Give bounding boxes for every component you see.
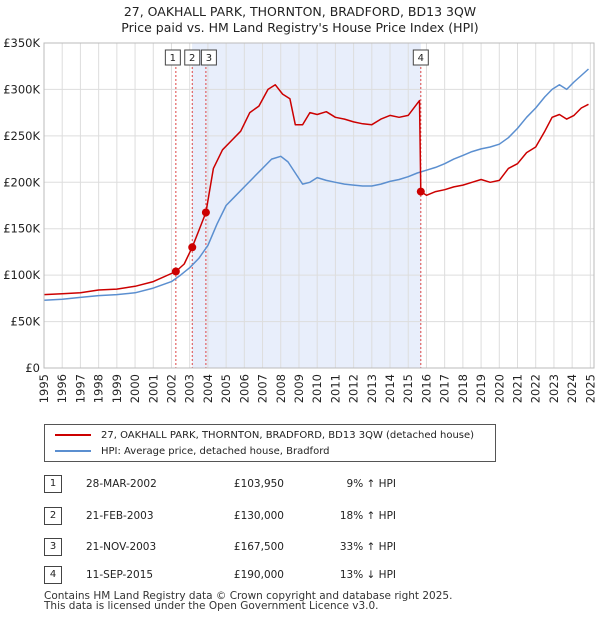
x-tick-label: 2008 <box>274 374 288 403</box>
x-tick-label: 1999 <box>110 374 124 403</box>
series-line <box>43 84 589 296</box>
transaction-date: 11-SEP-2015 <box>86 569 154 581</box>
x-tick-label: 1998 <box>92 374 106 403</box>
x-tick-label: 1996 <box>55 374 69 403</box>
x-tick-label: 2007 <box>256 374 270 403</box>
legend-label-hpi: HPI: Average price, detached house, Brad… <box>101 446 330 457</box>
x-tick-label: 2001 <box>146 374 160 403</box>
x-tick-label: 2015 <box>401 374 415 403</box>
sale-marker-box <box>184 49 201 66</box>
sale-marker-label: 4 <box>418 53 424 64</box>
sale-marker-box <box>412 49 429 66</box>
transaction-row: 2 21-FEB-2003 £130,000 18% ↑ HPI <box>44 507 544 525</box>
x-tick-label: 1995 <box>37 374 51 403</box>
transaction-date: 21-FEB-2003 <box>86 510 154 522</box>
x-tick-label: 2021 <box>511 374 525 403</box>
chart-title: 27, OAKHALL PARK, THORNTON, BRADFORD, BD… <box>123 4 477 19</box>
x-tick-label: 2004 <box>201 374 215 403</box>
chart-legend: 27, OAKHALL PARK, THORNTON, BRADFORD, BD… <box>44 424 496 462</box>
sale-marker-label: 3 <box>206 53 212 64</box>
ownership-shaded-region <box>192 43 421 368</box>
transaction-price: £130,000 <box>233 510 284 522</box>
x-tick-label: 2005 <box>219 374 233 403</box>
transaction-hpi-delta: 33% ↑ HPI <box>339 541 396 553</box>
x-tick-label: 2010 <box>310 374 324 403</box>
transaction-row: 3 21-NOV-2003 £167,500 33% ↑ HPI <box>44 538 544 556</box>
sale-marker-box <box>200 49 217 66</box>
sale-marker-label: 2 <box>189 53 195 64</box>
transaction-number: 4 <box>44 566 62 584</box>
y-tick-label: £50K <box>11 315 41 329</box>
x-tick-label: 2017 <box>438 374 452 403</box>
transaction-number: 3 <box>44 538 62 556</box>
y-tick-label: £0 <box>25 361 40 375</box>
transaction-number: 1 <box>44 475 62 493</box>
sale-point <box>171 267 180 276</box>
footer-licence: This data is licensed under the Open Gov… <box>44 600 379 612</box>
transaction-number: 2 <box>44 507 62 525</box>
series-line <box>43 68 590 301</box>
x-tick-label: 2000 <box>128 374 142 403</box>
x-tick-label: 2012 <box>347 374 361 403</box>
x-tick-label: 2019 <box>474 374 488 403</box>
x-tick-label: 2013 <box>365 374 379 403</box>
transaction-date: 21-NOV-2003 <box>86 541 157 553</box>
legend-item-hpi: HPI: Average price, detached house, Brad… <box>55 444 329 460</box>
x-tick-label: 2003 <box>183 374 197 403</box>
x-tick-label: 2025 <box>583 374 597 403</box>
y-tick-label: £100K <box>3 268 40 282</box>
transaction-hpi-delta: 18% ↑ HPI <box>339 510 396 522</box>
legend-swatch-hpi <box>55 450 91 452</box>
legend-item-property: 27, OAKHALL PARK, THORNTON, BRADFORD, BD… <box>55 428 474 444</box>
x-tick-label: 2020 <box>492 374 506 403</box>
transaction-hpi-delta: 13% ↓ HPI <box>339 569 396 581</box>
plot-border <box>43 42 595 369</box>
x-tick-label: 2023 <box>547 374 561 403</box>
transaction-price: £190,000 <box>233 569 284 581</box>
price-chart: £0 £50K £100K £150K £200K £250K £300K £350K 1995… <box>3 36 597 403</box>
footer-copyright: Contains HM Land Registry data © Crown c… <box>44 590 453 602</box>
y-tick-label: £300K <box>3 82 40 96</box>
x-tick-label: 1997 <box>73 374 87 403</box>
y-tick-label: £350K <box>3 36 40 50</box>
transaction-row: 4 11-SEP-2015 £190,000 13% ↓ HPI <box>44 566 544 584</box>
legend-swatch-property <box>55 434 91 436</box>
sale-marker-label: 1 <box>170 53 176 64</box>
x-tick-label: 2022 <box>529 374 543 403</box>
transaction-price: £103,950 <box>233 478 284 490</box>
sale-point <box>416 187 425 196</box>
sale-point <box>188 243 197 252</box>
transaction-hpi-delta: 9% ↑ HPI <box>346 478 396 490</box>
transaction-price: £167,500 <box>233 541 284 553</box>
sale-point <box>201 208 210 217</box>
x-tick-label: 2006 <box>237 374 251 403</box>
x-tick-label: 2018 <box>456 374 470 403</box>
sale-marker-box <box>164 49 181 66</box>
x-tick-label: 2002 <box>164 374 178 403</box>
y-tick-label: £200K <box>3 175 40 189</box>
transaction-row: 1 28-MAR-2002 £103,950 9% ↑ HPI <box>44 475 544 493</box>
legend-label-property: 27, OAKHALL PARK, THORNTON, BRADFORD, BD… <box>101 430 475 441</box>
x-tick-label: 2011 <box>328 374 342 403</box>
transaction-date: 28-MAR-2002 <box>86 478 157 490</box>
y-tick-label: £150K <box>3 222 40 236</box>
x-tick-label: 2016 <box>419 374 433 403</box>
x-tick-label: 2024 <box>565 374 579 403</box>
x-tick-label: 2014 <box>383 374 397 403</box>
x-tick-label: 2009 <box>292 374 306 403</box>
chart-subtitle: Price paid vs. HM Land Registry's House … <box>121 20 479 35</box>
y-tick-label: £250K <box>3 129 40 143</box>
